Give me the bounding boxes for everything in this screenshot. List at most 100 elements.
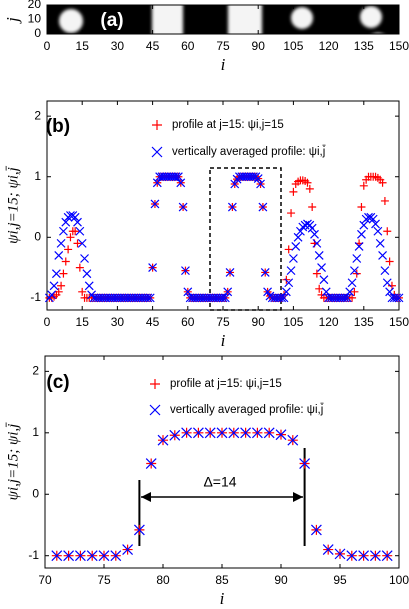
marker	[73, 217, 82, 227]
marker	[110, 550, 122, 562]
panel-label: (a)	[100, 10, 123, 31]
marker	[71, 227, 80, 236]
marker	[84, 281, 94, 291]
y-tick-label: 0	[34, 26, 41, 40]
marker	[148, 263, 158, 273]
marker	[260, 268, 270, 277]
marker	[287, 434, 299, 446]
marker	[150, 199, 160, 209]
y-tick-label: 0	[34, 229, 41, 243]
marker	[61, 217, 71, 227]
y-axis-label: ψi,j=15; ψi,j̄	[5, 165, 21, 243]
marker	[369, 550, 381, 562]
y-tick-label: 20	[28, 0, 42, 11]
marker	[51, 550, 63, 562]
marker	[54, 251, 64, 260]
marker	[171, 172, 181, 182]
marker	[70, 212, 80, 222]
x-tick-label: 15	[76, 39, 90, 53]
marker	[319, 275, 329, 285]
marker	[286, 266, 296, 276]
x-axis-label: i	[221, 55, 226, 74]
x-tick-label: 0	[44, 315, 51, 329]
x-tick-label: 60	[181, 315, 195, 329]
marker	[357, 203, 366, 212]
marker	[359, 220, 369, 230]
marker	[382, 278, 392, 288]
marker	[364, 212, 373, 222]
y-tick-label: 1	[34, 169, 41, 183]
y-tick-label: 2	[34, 108, 41, 122]
x-tick-label: 120	[319, 39, 339, 53]
marker	[350, 287, 359, 296]
marker	[392, 293, 402, 303]
marker	[77, 238, 87, 248]
x-tick-label: 45	[146, 39, 160, 53]
marker	[287, 209, 296, 218]
width-annotation	[138, 448, 306, 546]
x-tick-label: 135	[354, 315, 374, 329]
marker	[378, 251, 387, 260]
marker	[230, 179, 240, 189]
marker	[57, 281, 66, 290]
x-tick-label: 100	[389, 573, 409, 587]
marker	[74, 550, 86, 562]
x-tick-label: 70	[38, 573, 52, 587]
y-tick-label: 2	[32, 364, 39, 378]
x-tick-label: 75	[216, 315, 230, 329]
axes-box	[46, 100, 400, 311]
x-tick-label: 75	[97, 573, 111, 587]
marker	[66, 211, 75, 220]
x-tick-label: 0	[44, 39, 51, 53]
y-tick-label: 1	[32, 425, 39, 439]
x-axis-label: i	[221, 331, 226, 350]
marker	[240, 427, 252, 439]
marker	[73, 239, 82, 248]
x-tick-label: 85	[215, 573, 229, 587]
legend-marker	[149, 404, 161, 416]
marker	[59, 226, 68, 236]
panel-label: (b)	[46, 116, 70, 137]
x-tick-label: 150	[389, 315, 409, 329]
marker	[380, 266, 390, 276]
marker	[49, 281, 59, 291]
marker	[346, 550, 358, 562]
x-tick-label: 15	[76, 315, 90, 329]
marker	[181, 266, 190, 276]
marker	[291, 241, 301, 251]
marker	[253, 174, 263, 183]
marker	[359, 181, 368, 190]
legend-marker	[151, 146, 163, 158]
marker	[169, 429, 181, 441]
marker	[227, 202, 237, 212]
marker	[152, 178, 162, 188]
marker	[317, 263, 326, 273]
y-tick-label: -1	[28, 548, 39, 562]
marker	[63, 550, 75, 562]
marker	[228, 427, 240, 439]
marker	[223, 287, 233, 297]
marker	[289, 187, 298, 196]
marker	[312, 269, 321, 278]
marker	[75, 263, 84, 272]
marker	[47, 290, 57, 300]
marker	[64, 245, 73, 254]
x-tick-label: 120	[319, 315, 339, 329]
marker	[56, 238, 66, 248]
marker	[378, 178, 387, 187]
x-axis-label: i	[220, 589, 225, 608]
marker	[225, 268, 235, 277]
marker	[133, 524, 145, 536]
y-axis-label: j	[3, 17, 22, 24]
marker	[284, 245, 293, 254]
marker	[51, 269, 61, 279]
marker	[383, 227, 392, 236]
x-tick-label: 135	[354, 39, 374, 53]
x-tick-label: 75	[216, 39, 230, 53]
legend-marker	[152, 120, 162, 130]
marker	[80, 254, 89, 263]
marker	[307, 223, 317, 233]
marker	[258, 202, 268, 212]
marker	[281, 287, 291, 297]
marker	[342, 293, 352, 303]
